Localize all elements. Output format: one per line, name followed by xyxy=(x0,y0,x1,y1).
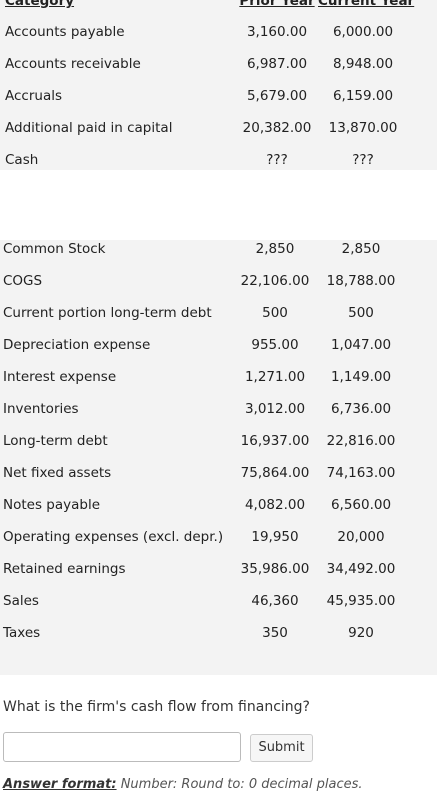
row-label: Operating expenses (excl. depr.) xyxy=(3,529,224,545)
cell-value: 920 xyxy=(348,625,374,641)
cell-value: 8,948.00 xyxy=(332,56,394,72)
row-label: Sales xyxy=(3,593,39,609)
cell-value: 20,000 xyxy=(337,529,385,545)
cell-value: 46,360 xyxy=(251,593,299,609)
cell-value: 500 xyxy=(348,305,374,321)
answer-input[interactable] xyxy=(3,732,241,762)
cell-value: 4,082.00 xyxy=(244,497,306,513)
cell-value: 6,159.00 xyxy=(332,88,394,104)
answer-format-label: Answer format: xyxy=(3,777,117,792)
row-label: Taxes xyxy=(3,625,41,641)
cell-value: 6,000.00 xyxy=(332,24,394,40)
row-label: COGS xyxy=(3,273,43,289)
row-label: Inventories xyxy=(3,401,79,417)
cell-value: 1,271.00 xyxy=(244,369,306,385)
cell-value: 74,163.00 xyxy=(326,465,396,481)
row-label: Common Stock xyxy=(3,241,106,257)
question: What is the firm's cash flow from financ… xyxy=(3,699,310,715)
cell-value: 22,106.00 xyxy=(240,273,310,289)
cell-value: 6,736.00 xyxy=(330,401,392,417)
column-header[interactable]: Category xyxy=(5,0,75,9)
cell-value: 16,937.00 xyxy=(240,433,310,449)
cell-value: 6,987.00 xyxy=(246,56,308,72)
answer-format: Answer format: Number: Round to: 0 decim… xyxy=(3,777,363,792)
cell-value: 18,788.00 xyxy=(326,273,396,289)
row-label: Accounts receivable xyxy=(5,56,141,72)
row-label: Accounts payable xyxy=(5,24,125,40)
row-label: Accruals xyxy=(5,88,63,104)
cell-value: ??? xyxy=(266,152,288,168)
row-label: Cash xyxy=(5,152,39,168)
cell-value: 1,047.00 xyxy=(330,337,392,353)
row-label: Long-term debt xyxy=(3,433,108,449)
cell-value: 955.00 xyxy=(251,337,299,353)
cell-value: 500 xyxy=(262,305,288,321)
table-background xyxy=(0,0,437,170)
cell-value: 45,935.00 xyxy=(326,593,396,609)
cell-value: 19,950 xyxy=(251,529,299,545)
cell-value: 3,012.00 xyxy=(244,401,306,417)
cell-value: ??? xyxy=(352,152,374,168)
row-label: Net fixed assets xyxy=(3,465,112,481)
cell-value: 35,986.00 xyxy=(240,561,310,577)
cell-value: 22,816.00 xyxy=(326,433,396,449)
cell-value: 1,149.00 xyxy=(330,369,392,385)
answer-format-text: Number: Round to: 0 decimal places. xyxy=(120,777,363,792)
column-header[interactable]: Current Year xyxy=(318,0,415,9)
table-background xyxy=(0,240,437,675)
cell-value: 2,850 xyxy=(255,241,295,257)
cell-value: 5,679.00 xyxy=(246,88,308,104)
row-label: Interest expense xyxy=(3,369,117,385)
cell-value: 20,382.00 xyxy=(242,120,312,136)
row-label: Notes payable xyxy=(3,497,101,513)
cell-value: 75,864.00 xyxy=(240,465,310,481)
submit-button[interactable]: Submit xyxy=(250,734,313,762)
row-label: Depreciation expense xyxy=(3,337,151,353)
column-header[interactable]: Prior Year xyxy=(239,0,315,9)
cell-value: 3,160.00 xyxy=(246,24,308,40)
cell-value: 350 xyxy=(262,625,288,641)
cell-value: 13,870.00 xyxy=(328,120,398,136)
row-label: Additional paid in capital xyxy=(5,120,173,136)
cell-value: 2,850 xyxy=(341,241,381,257)
row-label: Current portion long-term debt xyxy=(3,305,212,321)
cell-value: 34,492.00 xyxy=(326,561,396,577)
cell-value: 6,560.00 xyxy=(330,497,392,513)
row-label: Retained earnings xyxy=(3,561,126,577)
